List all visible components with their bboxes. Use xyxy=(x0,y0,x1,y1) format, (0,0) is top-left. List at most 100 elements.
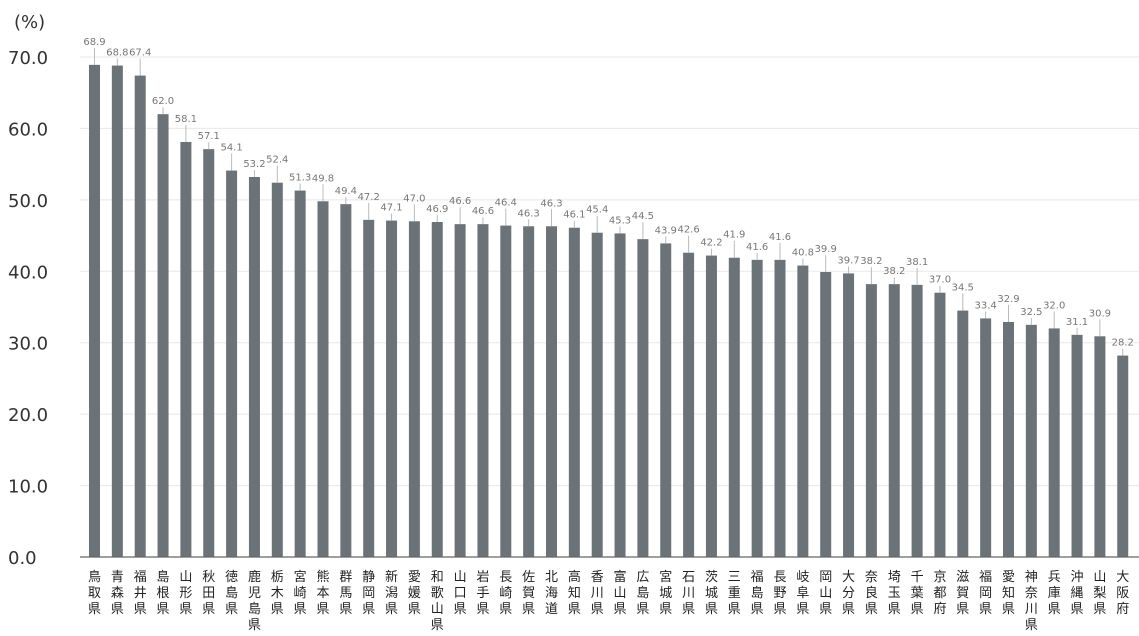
x-tick-label: 静岡県 xyxy=(362,570,375,617)
data-label: 34.5 xyxy=(952,283,974,294)
x-tick-label: 高知県 xyxy=(568,569,581,617)
data-label: 68.8 xyxy=(106,48,128,59)
bar xyxy=(477,224,489,557)
data-label: 67.4 xyxy=(129,48,151,59)
bar xyxy=(911,284,923,557)
bar xyxy=(134,75,146,558)
x-tick-label: 北海道 xyxy=(545,570,558,617)
x-tick-label: 宮崎県 xyxy=(294,569,307,617)
x-tick-label: 大分県 xyxy=(842,570,855,617)
x-tick-label: 広島県 xyxy=(636,570,649,617)
bar xyxy=(728,257,740,557)
bar xyxy=(386,220,398,558)
bar xyxy=(408,221,420,558)
data-label: 42.6 xyxy=(677,225,699,236)
bar xyxy=(683,252,695,557)
data-label: 40.8 xyxy=(792,248,814,259)
bar xyxy=(226,170,238,558)
bar xyxy=(865,284,877,557)
bar xyxy=(1003,322,1014,557)
x-tick-label: 富山県 xyxy=(614,569,627,617)
bar xyxy=(317,201,329,558)
x-tick-label: 大阪府 xyxy=(1116,570,1129,617)
x-tick-label: 愛知県 xyxy=(1002,570,1015,617)
bar xyxy=(751,259,763,557)
data-label: 54.1 xyxy=(220,143,242,154)
y-axis-unit-label: (%) xyxy=(14,12,45,33)
x-tick-label: 秋田県 xyxy=(202,570,215,617)
x-tick-label: 徳島県 xyxy=(225,570,238,617)
x-tick-label: 栃木県 xyxy=(271,570,284,617)
bar xyxy=(89,64,100,557)
x-tick-label: 石川県 xyxy=(682,570,695,617)
x-tick-label: 愛媛県 xyxy=(408,570,421,617)
x-tick-label: 福岡県 xyxy=(979,570,992,617)
y-tick-label: 30.0 xyxy=(8,334,48,355)
x-tick-label: 福井県 xyxy=(134,570,147,617)
data-label: 28.2 xyxy=(1112,338,1134,349)
data-label: 51.3 xyxy=(289,173,311,184)
bar xyxy=(1071,334,1083,557)
data-label: 41.9 xyxy=(723,230,745,241)
bar xyxy=(888,284,900,557)
y-tick-label: 70.0 xyxy=(8,48,48,69)
bar xyxy=(111,65,123,558)
data-label: 49.4 xyxy=(335,186,357,197)
x-tick-label: 滋賀県 xyxy=(956,570,969,617)
x-tick-label: 千葉県 xyxy=(911,570,924,617)
bar xyxy=(363,219,375,557)
x-tick-label: 沖縄県 xyxy=(1071,570,1084,617)
x-tick-label: 茨城県 xyxy=(705,570,718,617)
x-tick-label: 奈良県 xyxy=(865,570,878,617)
data-label: 32.0 xyxy=(1043,300,1065,311)
data-label: 46.4 xyxy=(495,198,517,209)
data-label: 49.8 xyxy=(312,173,334,184)
bars xyxy=(89,64,1129,558)
y-tick-label: 0.0 xyxy=(8,548,37,569)
data-label: 53.2 xyxy=(243,159,265,170)
bar xyxy=(180,142,192,557)
bar xyxy=(1025,324,1037,557)
x-tick-label: 山形県 xyxy=(179,570,192,617)
x-tick-label: 神奈川県 xyxy=(1025,570,1038,633)
x-tick-label: 和歌山県 xyxy=(431,570,444,633)
x-tick-label: 岐阜県 xyxy=(796,570,809,617)
bar xyxy=(705,255,717,558)
data-label: 68.9 xyxy=(83,37,105,48)
bar xyxy=(843,273,855,557)
x-tick-label: 鳥取県 xyxy=(88,570,101,617)
x-tick-label: 福島県 xyxy=(751,570,764,617)
bar xyxy=(340,204,352,557)
bar xyxy=(294,190,306,558)
data-label: 32.5 xyxy=(1020,307,1042,318)
bar xyxy=(1094,336,1106,557)
x-tick-label: 熊本県 xyxy=(316,569,329,617)
data-label: 46.3 xyxy=(518,208,540,219)
data-label: 46.1 xyxy=(563,210,585,221)
data-label: 45.4 xyxy=(586,205,608,216)
x-tick-label: 長野県 xyxy=(773,570,786,617)
x-tick-label: 長崎県 xyxy=(499,570,512,617)
data-label: 38.2 xyxy=(860,256,882,267)
y-tick-label: 10.0 xyxy=(8,477,48,498)
y-axis-ticks: 0.0 10.0 20.0 30.0 40.0 50.0 60.0 70.0 xyxy=(8,48,48,569)
y-tick-label: 40.0 xyxy=(8,262,48,283)
data-label: 46.6 xyxy=(449,196,471,207)
x-tick-label: 新潟県 xyxy=(385,569,398,617)
data-label: 38.1 xyxy=(906,257,928,268)
data-label: 47.0 xyxy=(403,193,425,204)
data-label: 43.9 xyxy=(655,225,677,236)
data-label: 47.2 xyxy=(358,192,380,203)
x-tick-label: 群馬県 xyxy=(339,570,352,617)
data-label: 46.9 xyxy=(426,204,448,215)
bar xyxy=(568,227,580,557)
data-label: 44.5 xyxy=(632,211,654,222)
bar xyxy=(203,149,215,557)
x-tick-label: 佐賀県 xyxy=(522,570,535,617)
bar xyxy=(1117,355,1129,557)
bar xyxy=(500,225,512,558)
data-label: 58.1 xyxy=(175,114,197,125)
x-tick-label: 宮城県 xyxy=(659,569,672,617)
y-tick-label: 20.0 xyxy=(8,405,48,426)
